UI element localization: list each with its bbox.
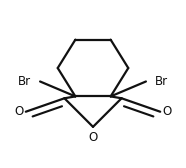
Text: Br: Br [155, 75, 168, 88]
Text: O: O [162, 105, 171, 118]
Text: Br: Br [18, 75, 31, 88]
Text: O: O [88, 131, 98, 144]
Text: O: O [15, 105, 24, 118]
